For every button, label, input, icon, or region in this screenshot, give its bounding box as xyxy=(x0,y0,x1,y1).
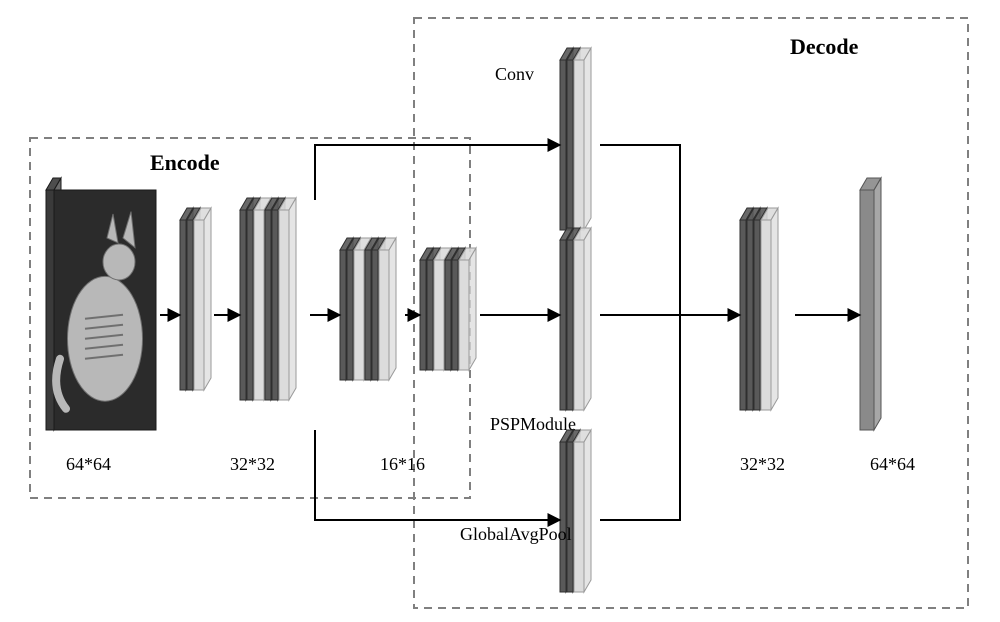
dec_psp xyxy=(560,228,591,410)
output xyxy=(860,178,881,430)
decode-title: Decode xyxy=(790,34,859,59)
skip-conv-in xyxy=(315,145,560,200)
enc2 xyxy=(240,198,296,400)
skip-conv-out xyxy=(600,145,680,315)
dec_gap xyxy=(560,430,591,592)
dec_gap-caption: GlobalAvgPool xyxy=(460,524,572,544)
dec_conv xyxy=(560,48,591,230)
skip-gap-out xyxy=(600,315,680,520)
enc3 xyxy=(340,238,396,380)
enc1 xyxy=(180,208,211,390)
dec_conv-caption: Conv xyxy=(495,64,534,84)
input_image xyxy=(46,178,156,430)
skip-gap-in xyxy=(315,430,560,520)
dec_merge-caption: 32*32 xyxy=(740,454,785,474)
enc4 xyxy=(420,248,476,370)
dec_merge xyxy=(740,208,778,410)
enc2-caption: 32*32 xyxy=(230,454,275,474)
input_image-caption: 64*64 xyxy=(66,454,111,474)
encode-title: Encode xyxy=(150,150,220,175)
enc4-caption: 16*16 xyxy=(380,454,425,474)
dec_psp-caption: PSPModule xyxy=(490,414,576,434)
output-caption: 64*64 xyxy=(870,454,915,474)
